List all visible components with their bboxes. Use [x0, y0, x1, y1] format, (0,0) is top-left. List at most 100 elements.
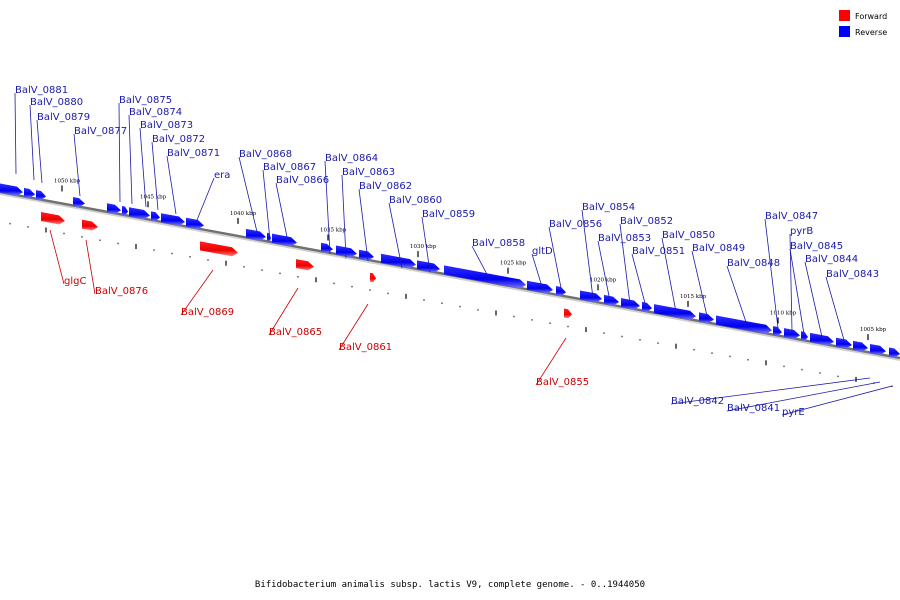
reverse-gene-feature: [853, 340, 868, 352]
tick-label: 1015 kbp: [680, 294, 707, 300]
forward-gene-feature: [41, 212, 65, 225]
leader-line: [262, 169, 271, 241]
reverse-gene-feature: [621, 298, 640, 310]
tick-label: 1050 kbp: [54, 178, 81, 184]
leader-line: [781, 385, 893, 416]
gene-label: BalV_0851: [632, 246, 685, 257]
leader-line: [29, 104, 35, 181]
gene-label: BalV_0867: [263, 162, 316, 173]
reverse-gene-feature: [604, 294, 619, 306]
leader-line: [631, 253, 647, 308]
gene-label: pyrE: [782, 407, 805, 418]
leader-line: [789, 248, 805, 335]
forward-gene-feature: [564, 308, 572, 319]
gene-label: BalV_0850: [662, 230, 715, 241]
gene-label: BalV_0874: [129, 107, 182, 118]
reverse-gene-feature: [107, 203, 121, 214]
tick-label: 1035 kbp: [320, 227, 347, 233]
gene-label: BalV_0873: [140, 120, 193, 131]
reverse-gene-feature: [321, 242, 333, 253]
leader-line: [691, 250, 708, 317]
leader-line: [581, 209, 594, 299]
tick-label: 1005 kbp: [860, 327, 887, 333]
leader-line: [49, 229, 65, 285]
leader-line: [341, 174, 347, 259]
leader-line: [268, 287, 299, 336]
gene-label: BalV_0865: [269, 327, 322, 338]
legend-label-reverse: Reverse: [855, 28, 887, 37]
reverse-gene-feature: [359, 249, 374, 261]
leader-line: [128, 114, 133, 205]
gene-label: era: [214, 170, 230, 181]
gene-label: BalV_0855: [536, 377, 589, 388]
leader-line: [73, 133, 81, 197]
leader-line: [597, 240, 611, 302]
leader-line: [548, 226, 563, 294]
leader-line: [535, 337, 567, 386]
gene-label: BalV_0845: [790, 241, 843, 252]
leader-line: [196, 177, 215, 221]
reverse-gene-feature: [417, 260, 440, 273]
leader-line: [180, 269, 214, 316]
leader-line: [275, 182, 289, 243]
leader-line: [151, 141, 159, 211]
gene-label: BalV_0876: [95, 286, 148, 297]
reverse-gene-feature: [580, 290, 602, 303]
leader-line: [118, 102, 121, 203]
leader-line: [139, 127, 147, 208]
leader-line: [14, 92, 17, 175]
reverse-gene-feature: [699, 312, 714, 324]
gene-label: BalV_0881: [15, 85, 68, 96]
forward-gene-feature: [82, 219, 98, 231]
gene-label: BalV_0868: [239, 149, 292, 160]
leader-line: [726, 265, 747, 323]
tick-label: 1030 kbp: [410, 244, 437, 250]
gene-label: BalV_0842: [671, 396, 724, 407]
gene-label: BalV_0841: [727, 403, 780, 414]
leader-line: [531, 253, 544, 291]
gene-label: BalV_0844: [805, 254, 858, 265]
forward-gene-feature: [200, 241, 238, 257]
reverse-gene-feature: [810, 332, 834, 346]
tick-label: 1040 kbp: [230, 211, 257, 217]
reverse-gene-feature: [556, 286, 566, 296]
leader-line: [166, 155, 177, 215]
gene-label: glgC: [64, 276, 86, 287]
gene-label: BalV_0863: [342, 167, 395, 178]
reverse-gene-feature: [444, 265, 526, 289]
legend-swatch-reverse: [839, 26, 850, 37]
leader-line: [764, 218, 779, 329]
gene-label: pyrB: [790, 226, 813, 237]
reverse-gene-feature: [24, 187, 35, 198]
tick-label: 1020 kbp: [590, 277, 617, 283]
leader-line: [324, 160, 331, 255]
gene-label: BalV_0860: [389, 195, 442, 206]
reverse-gene-feature: [122, 206, 128, 216]
reverse-gene-feature: [73, 196, 85, 208]
reverse-gene-feature: [642, 301, 652, 312]
gene-features: [0, 183, 900, 358]
legend-label-forward: Forward: [855, 12, 887, 21]
scale-ticks: 1050 kbp 1045 kbp 1040 kbp 1035 kbp 1030 kbp…: [9, 178, 893, 388]
gene-label: BalV_0875: [119, 95, 172, 106]
gene-label: gltD: [532, 246, 553, 257]
label-leader-lines: [14, 92, 893, 416]
reverse-gene-feature: [889, 347, 900, 358]
tick-label: 1025 kbp: [500, 261, 527, 267]
reverse-gene-feature: [716, 315, 772, 334]
gene-label: BalV_0877: [74, 126, 127, 137]
gene-label: BalV_0871: [167, 148, 220, 159]
gene-label: BalV_0859: [422, 209, 475, 220]
gene-label: BalV_0848: [727, 258, 780, 269]
reverse-gene-feature: [129, 207, 150, 220]
leader-line: [726, 381, 881, 412]
leader-line: [804, 261, 823, 338]
reverse-gene-feature: [784, 328, 800, 339]
reverse-gene-feature: [527, 280, 553, 294]
leader-line: [619, 223, 631, 305]
reverse-gene-feature: [773, 326, 782, 336]
gene-label: BalV_0864: [325, 153, 378, 164]
gene-label: BalV_0872: [152, 134, 205, 145]
gene-label: BalV_0847: [765, 211, 818, 222]
